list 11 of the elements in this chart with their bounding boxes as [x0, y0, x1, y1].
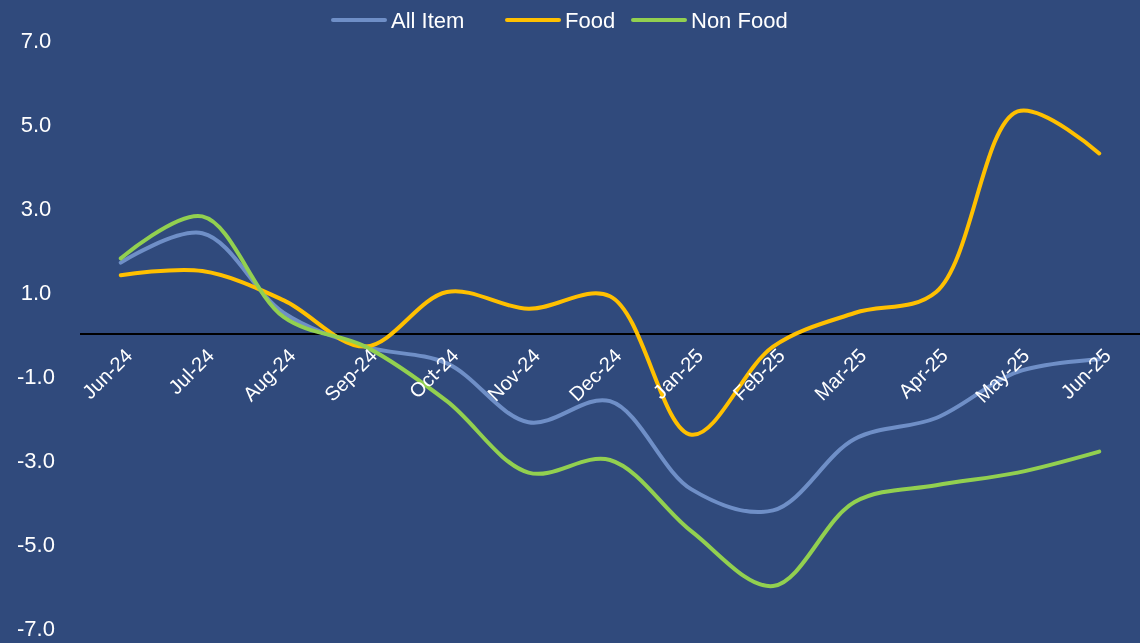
- y-tick-label: -3.0: [17, 447, 55, 473]
- y-tick-label: -1.0: [17, 363, 55, 389]
- legend-label: Non Food: [691, 7, 788, 33]
- y-tick-label: 5.0: [20, 111, 52, 137]
- y-tick-label: 1.0: [20, 279, 52, 305]
- y-tick-label: 7.0: [20, 27, 52, 53]
- legend-label: Food: [565, 7, 616, 33]
- legend-label: All Item: [391, 7, 465, 33]
- y-tick-label: -5.0: [17, 531, 55, 557]
- y-tick-label: -7.0: [17, 615, 55, 641]
- y-tick-label: 3.0: [20, 195, 52, 221]
